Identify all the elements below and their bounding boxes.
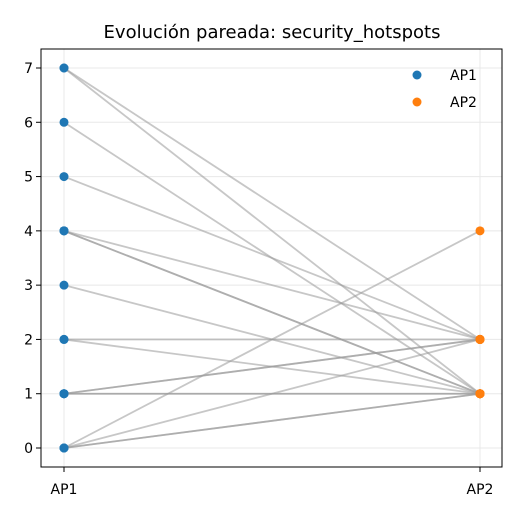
pair-line: [63, 230, 481, 449]
y-tick-label: 2: [24, 332, 33, 348]
ap2-point: [475, 334, 485, 344]
y-tick-label: 0: [24, 441, 33, 457]
y-axis: 0 1 2 3 4 5 6 7: [24, 61, 41, 457]
ap1-point: [59, 172, 69, 182]
legend-marker: [412, 70, 422, 80]
pair-line: [63, 175, 481, 341]
pair-line: [63, 392, 481, 449]
ap2-point: [475, 226, 485, 236]
pair-line: [63, 229, 481, 341]
pair-line: [63, 230, 481, 395]
ap1-point: [59, 117, 69, 127]
pair-line: [63, 67, 481, 341]
pair-line: [63, 338, 481, 449]
y-tick-label: 4: [24, 224, 33, 240]
pair-lines: [63, 67, 481, 449]
legend-label: AP2: [450, 95, 477, 111]
ap1-point: [59, 389, 69, 399]
chart-title: Evolución pareada: security_hotspots: [104, 22, 441, 43]
ap1-point: [59, 280, 69, 290]
x-tick-label: AP2: [467, 482, 494, 498]
x-tick-label: AP1: [51, 482, 78, 498]
pair-line: [63, 338, 481, 395]
legend: AP1 AP2: [412, 68, 477, 111]
data-points: [59, 63, 485, 453]
ap1-point: [59, 443, 69, 453]
legend-label: AP1: [450, 68, 477, 84]
ap1-point: [59, 226, 69, 236]
ap2-point: [475, 389, 485, 399]
x-axis: AP1 AP2: [51, 467, 494, 498]
y-tick-label: 3: [24, 278, 33, 294]
y-tick-label: 1: [24, 387, 33, 403]
plot-frame: [40, 48, 503, 468]
ap1-point: [59, 63, 69, 73]
y-tick-label: 6: [24, 115, 33, 131]
ap1-point: [59, 334, 69, 344]
legend-marker: [412, 97, 422, 107]
y-tick-label: 7: [24, 61, 33, 77]
y-tick-label: 5: [24, 170, 33, 186]
